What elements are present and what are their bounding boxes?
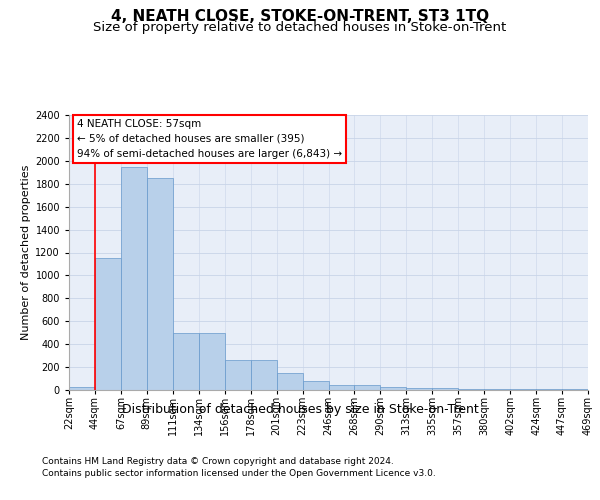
Bar [355,385,380,390]
Bar [302,382,329,390]
Bar [121,166,147,390]
Text: Distribution of detached houses by size in Stoke-on-Trent: Distribution of detached houses by size … [122,402,478,415]
Bar [225,360,251,390]
Y-axis label: Number of detached properties: Number of detached properties [21,165,31,340]
Bar [199,332,224,390]
Bar [458,389,484,390]
Text: Contains public sector information licensed under the Open Government Licence v3: Contains public sector information licen… [42,468,436,477]
Bar [484,389,510,390]
Bar [406,388,432,390]
Bar [251,360,277,390]
Text: 4 NEATH CLOSE: 57sqm
← 5% of detached houses are smaller (395)
94% of semi-detac: 4 NEATH CLOSE: 57sqm ← 5% of detached ho… [77,119,342,158]
Text: 4, NEATH CLOSE, STOKE-ON-TRENT, ST3 1TQ: 4, NEATH CLOSE, STOKE-ON-TRENT, ST3 1TQ [111,9,489,24]
Bar [380,386,406,390]
Bar [69,386,95,390]
Bar [277,373,302,390]
Text: Size of property relative to detached houses in Stoke-on-Trent: Size of property relative to detached ho… [94,22,506,35]
Bar [173,332,199,390]
Bar [95,258,121,390]
Text: Contains HM Land Registry data © Crown copyright and database right 2024.: Contains HM Land Registry data © Crown c… [42,458,394,466]
Bar [329,385,355,390]
Bar [433,388,458,390]
Bar [147,178,173,390]
